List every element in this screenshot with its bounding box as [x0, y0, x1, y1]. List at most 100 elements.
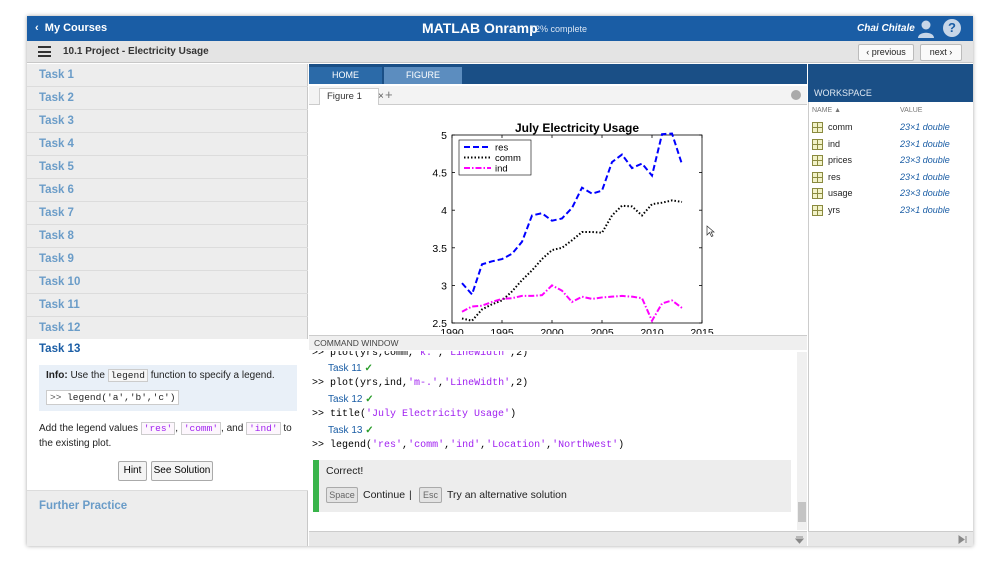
string-literal: 'm-.' — [408, 378, 439, 389]
figure-options-icon[interactable] — [791, 90, 801, 100]
command-window-footer — [309, 531, 807, 546]
variable-value: 23×3 double — [900, 155, 950, 165]
variable-value: 23×1 double — [900, 171, 950, 182]
example-command[interactable]: >> legend('a','b','c') — [46, 390, 180, 405]
task-item[interactable]: Task 10 — [27, 271, 308, 294]
correct-message: Correct! — [326, 465, 364, 477]
task-item[interactable]: Task 11 — [27, 294, 308, 317]
tab-home[interactable]: HOME — [309, 67, 382, 84]
esc-key-button[interactable]: Esc — [419, 487, 442, 503]
collapse-down-icon[interactable] — [795, 535, 804, 544]
prompt: >> — [312, 409, 331, 420]
continue-label[interactable]: Continue — [363, 489, 406, 501]
workspace-topbar — [808, 64, 973, 84]
variable-name: comm — [828, 122, 853, 132]
see-solution-button[interactable]: See Solution — [151, 461, 213, 481]
close-icon[interactable]: × — [378, 91, 384, 102]
plot-area: July Electricity Usage 1990 1995 2000 2005 20… — [309, 106, 807, 339]
tab-figure[interactable]: FIGURE — [384, 67, 462, 84]
info-box: Info: Use the legend function to specify… — [39, 365, 297, 411]
command-line: >> legend('res','comm','ind','Location',… — [312, 440, 624, 451]
task-item[interactable]: Task 9 — [27, 248, 308, 271]
workspace-variable-row[interactable]: prices 23×3 double — [812, 153, 972, 169]
task-item[interactable]: Task 5 — [27, 156, 308, 179]
task-item[interactable]: Task 1 — [27, 64, 308, 87]
prompt: >> — [312, 378, 331, 389]
user-icon[interactable] — [917, 19, 935, 38]
y-tick-label: 3 — [441, 280, 447, 292]
task-complete-line: Task 13 ✓ — [328, 425, 374, 436]
workspace-variable-row[interactable]: usage 23×3 double — [812, 186, 972, 202]
back-to-courses-link[interactable]: ‹ My Courses — [35, 22, 108, 34]
user-name[interactable]: Chai Chitale — [857, 23, 915, 34]
separator: | — [409, 489, 412, 501]
string-literal: 'LineWidth' — [444, 351, 511, 359]
previous-button[interactable]: ‹ previous — [858, 44, 914, 61]
matrix-icon — [812, 122, 823, 133]
col-name[interactable]: NAME ▲ — [812, 107, 842, 114]
further-practice-link[interactable]: Further Practice — [39, 500, 128, 512]
figure-tab-label: Figure 1 — [327, 91, 362, 102]
workspace-variable-row[interactable]: comm 23×1 double — [812, 120, 972, 136]
task-item[interactable]: Task 4 — [27, 133, 308, 156]
workspace-variable-row[interactable]: ind 23×1 double — [812, 137, 972, 153]
help-icon[interactable]: ? — [943, 19, 961, 37]
task-item[interactable]: Task 6 — [27, 179, 308, 202]
task-item[interactable]: Task 12 — [27, 317, 308, 340]
col-value[interactable]: VALUE — [900, 107, 923, 114]
string-literal: 'LineWidth' — [444, 378, 511, 389]
task-item[interactable]: Task 7 — [27, 202, 308, 225]
code-token: ,2) — [510, 351, 529, 359]
series-line-res — [461, 132, 683, 297]
variable-name: res — [828, 171, 841, 182]
string-literal: 'Northwest' — [552, 440, 619, 451]
space-key-button[interactable]: Space — [326, 487, 358, 503]
example-prompt: >> — [50, 392, 62, 403]
command-line: >> plot(yrs,comm,'k:','LineWidth',2) — [312, 351, 528, 359]
task-item[interactable]: Task 3 — [27, 110, 308, 133]
y-tick-label: 4 — [441, 205, 447, 217]
alternative-solution-label[interactable]: Try an alternative solution — [447, 489, 567, 501]
scrollbar-thumb[interactable] — [798, 502, 806, 522]
code-token: , — [444, 440, 451, 451]
code-token: , — [438, 378, 445, 389]
desc-text-2: to the existing plot. — [39, 423, 292, 449]
variable-value: 23×3 double — [900, 188, 950, 198]
command-window-scrollbar[interactable] — [797, 352, 807, 530]
course-progress: 12% complete — [530, 24, 588, 34]
task-item[interactable]: Task 2 — [27, 87, 308, 110]
workspace-variable-row[interactable]: res 23×1 double — [812, 170, 972, 186]
x-tick-label: 2005 — [590, 327, 614, 334]
matrix-icon — [812, 155, 823, 166]
current-task-panel: Task 13 Info: Use the legend function to… — [27, 339, 308, 491]
workspace-panel: NAME ▲ VALUE comm 23×1 double ind 23×1 doub… — [808, 102, 973, 532]
string-literal: 'ind' — [450, 440, 481, 451]
command-window[interactable]: >> plot(yrs,comm,'k:','LineWidth',2) Task… — [309, 351, 807, 531]
previous-label: previous — [871, 47, 906, 57]
string-literal: 'k:' — [414, 351, 439, 359]
x-tick-label: 2010 — [640, 327, 664, 334]
figure-1-tab[interactable]: Figure 1 × — [319, 88, 384, 105]
workspace-variable-row[interactable]: yrs 23×1 double — [812, 203, 972, 219]
task-item[interactable]: Task 8 — [27, 225, 308, 248]
code-token: ,2) — [510, 378, 529, 389]
task-complete-label: Task 11 — [328, 363, 362, 374]
workspace-footer — [808, 531, 973, 546]
hint-button[interactable]: Hint — [118, 461, 147, 481]
correct-feedback-box: Correct! Space Continue | Esc Try an alt… — [313, 460, 791, 512]
next-button[interactable]: next › — [920, 44, 962, 61]
variable-name: prices — [828, 155, 853, 165]
desc-text-1: Add the legend values — [39, 423, 138, 434]
command-window-header: COMMAND WINDOW — [309, 335, 807, 350]
workspace-columns: NAME ▲ VALUE — [809, 102, 973, 119]
variable-value: 23×1 double — [900, 122, 950, 132]
add-figure-icon[interactable]: + — [385, 87, 393, 102]
string-literal: 'Location' — [486, 440, 547, 451]
menu-icon[interactable] — [38, 46, 51, 57]
skip-end-icon[interactable] — [958, 535, 968, 544]
string-literal: 'res' — [372, 440, 403, 451]
example-code: legend('a','b','c') — [67, 392, 176, 403]
desc-comma: , — [175, 423, 179, 434]
check-icon: ✓ — [364, 363, 373, 374]
